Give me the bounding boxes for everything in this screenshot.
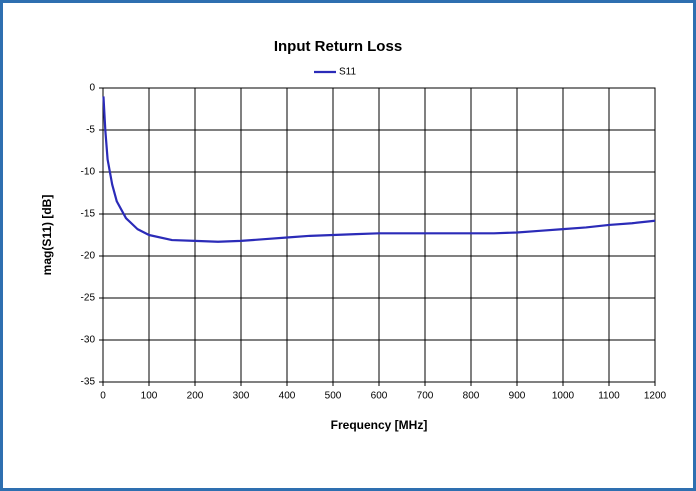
- x-tick-label: 1100: [598, 391, 620, 402]
- y-tick-label: -20: [81, 251, 96, 262]
- y-tick-label: -25: [81, 293, 96, 304]
- y-tick-label: -35: [81, 377, 96, 388]
- series-line: [102, 96, 656, 243]
- x-tick-label: 800: [463, 391, 480, 402]
- x-tick-label: 400: [279, 391, 296, 402]
- x-tick-label: 300: [233, 391, 250, 402]
- x-tick-label: 700: [417, 391, 434, 402]
- x-tick-label: 100: [141, 391, 158, 402]
- y-axis-label: mag(S11) [dB]: [40, 195, 54, 276]
- y-tick-label: -30: [81, 335, 96, 346]
- x-tick-label: 600: [371, 391, 388, 402]
- y-tick-label: -10: [81, 167, 96, 178]
- x-tick-label: 0: [100, 391, 106, 402]
- x-tick-label: 900: [509, 391, 526, 402]
- x-tick-label: 500: [325, 391, 342, 402]
- y-tick-label: -15: [81, 209, 96, 220]
- x-tick-label: 200: [187, 391, 204, 402]
- chart-title: Input Return Loss: [274, 38, 402, 55]
- x-axis-label: Frequency [MHz]: [331, 418, 428, 432]
- y-tick-label: 0: [89, 83, 95, 94]
- x-tick-label: 1200: [644, 391, 667, 402]
- x-tick-label: 1000: [552, 391, 575, 402]
- y-tick-label: -5: [86, 125, 95, 136]
- legend-label: S11: [339, 67, 356, 78]
